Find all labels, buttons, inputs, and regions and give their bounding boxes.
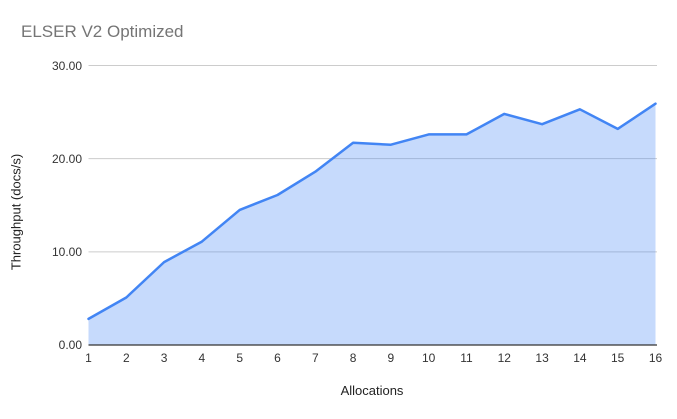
y-tick-label: 0.00 — [58, 338, 82, 352]
x-tick-label: 7 — [311, 351, 319, 365]
y-tick-label: 10.00 — [51, 244, 82, 259]
x-tick-label: 1 — [85, 351, 92, 365]
x-tick-label: 12 — [497, 351, 511, 365]
x-tick-label: 8 — [349, 351, 357, 365]
y-tick-label: 20.00 — [51, 151, 82, 166]
x-tick-label: 5 — [236, 351, 244, 365]
x-tick-label: 16 — [648, 351, 663, 365]
x-tick-label: 14 — [573, 351, 587, 365]
series-line — [87, 102, 657, 321]
x-axis-title: Allocations — [340, 383, 404, 398]
x-tick-label: 11 — [460, 351, 473, 365]
area-fill — [88, 103, 656, 345]
y-tick-label: 30.00 — [51, 58, 82, 73]
x-tick-label: 2 — [122, 351, 130, 365]
x-tick-label: 13 — [535, 351, 549, 365]
x-tick-label: 15 — [611, 351, 625, 365]
x-tick-label: 10 — [422, 351, 436, 365]
x-tick-label: 3 — [160, 351, 168, 365]
x-tick-label: 4 — [198, 351, 206, 365]
chart-title: ELSER V2 Optimized — [21, 22, 184, 41]
x-tick-label: 6 — [274, 351, 281, 365]
x-tick-label: 9 — [387, 351, 395, 365]
